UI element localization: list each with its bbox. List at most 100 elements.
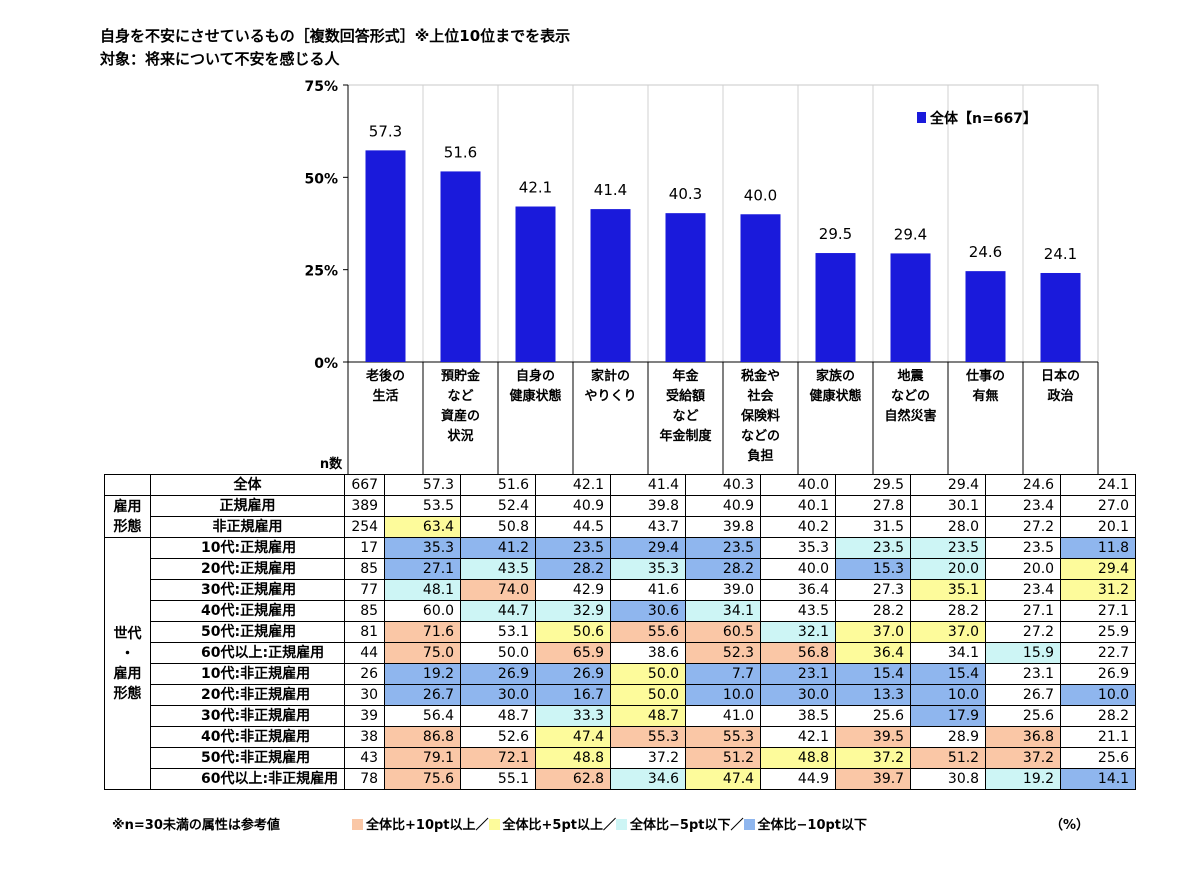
table-cell: 40.0 [760, 558, 837, 580]
table-cell: 27.2 [985, 516, 1062, 538]
table-cell: 55.3 [685, 726, 762, 748]
row-n: 77 [344, 579, 386, 601]
table-cell: 23.5 [535, 537, 612, 559]
table-cell: 28.9 [910, 726, 987, 748]
category-label: 仕事の有無 [965, 368, 1005, 404]
page-subtitle: 対象：将来について不安を感じる人 [100, 50, 340, 68]
table-cell: 24.6 [985, 474, 1062, 496]
row-n: 44 [344, 642, 386, 664]
data-label: 42.1 [519, 179, 552, 197]
table-cell: 56.4 [384, 705, 462, 727]
row-n: 39 [344, 705, 386, 727]
table-cell: 50.0 [610, 663, 687, 685]
row-n: 667 [344, 474, 386, 496]
table-row: 60代以上:正規雇用 44 75.0 50.0 65.9 38.6 52.3 56.8 36.4… [105, 642, 1137, 664]
category-label: 税金や社会保険料などの負担 [740, 368, 780, 464]
y-tick-label: 0% [314, 356, 338, 372]
table-cell: 35.3 [760, 537, 837, 559]
table-cell: 31.2 [1060, 579, 1137, 601]
table-cell: 48.7 [610, 705, 687, 727]
table-row: 40代:非正規雇用 38 86.8 52.6 47.4 55.3 55.3 42.1 39.5 2… [105, 726, 1137, 748]
legend-minus10: 全体比−10pt以下 [757, 818, 868, 833]
table-row: 60代以上:非正規雇用 78 75.6 55.1 62.8 34.6 47.4 44.9 39.… [105, 768, 1137, 790]
y-tick-label: 25% [304, 264, 338, 280]
row-n: 43 [344, 747, 386, 769]
table-row: 20代:正規雇用 85 27.1 43.5 28.2 35.3 28.2 40.0 15.3 20… [105, 558, 1137, 580]
table-cell: 25.6 [1060, 747, 1137, 769]
legend-separator: ／ [730, 818, 744, 833]
table-cell: 48.8 [760, 747, 837, 769]
table-cell: 7.7 [685, 663, 762, 685]
table-cell: 30.0 [760, 684, 837, 706]
n-header: n数 [320, 456, 343, 472]
table-cell: 56.8 [760, 642, 837, 664]
table-cell: 51.2 [910, 747, 987, 769]
table-cell: 17.9 [910, 705, 987, 727]
bar [515, 206, 556, 362]
table-cell: 29.5 [835, 474, 912, 496]
table-cell: 37.2 [610, 747, 687, 769]
table-cell: 20.1 [1060, 516, 1137, 538]
table-cell: 50.0 [460, 642, 537, 664]
row-n: 85 [344, 600, 386, 622]
row-n: 38 [344, 726, 386, 748]
table-cell: 53.5 [384, 495, 462, 517]
table-cell: 39.7 [835, 768, 912, 790]
group-label [104, 474, 151, 496]
row-n: 389 [344, 495, 386, 517]
table-cell: 38.5 [760, 705, 837, 727]
table-cell: 27.1 [1060, 600, 1137, 622]
bar-chart: 0% 25% 50% 75% 57.3 51.6 42.1 41.4 40.3 40.0 29.5 2… [304, 79, 1099, 474]
table-cell: 20.0 [910, 558, 987, 580]
table-row: 10代:非正規雇用 26 19.2 26.9 26.9 50.0 7.7 23.1 15.4 15… [105, 663, 1137, 685]
table-row: 20代:非正規雇用 30 26.7 30.0 16.7 50.0 10.0 30.0 13.3 1… [105, 684, 1137, 706]
bar [815, 253, 856, 362]
table-cell: 40.1 [760, 495, 837, 517]
table-cell: 32.9 [535, 600, 612, 622]
table-cell: 62.8 [535, 768, 612, 790]
row-label: 20代:正規雇用 [149, 558, 346, 580]
table-cell: 35.1 [910, 579, 987, 601]
legend-swatch-minus10 [743, 819, 755, 830]
table-cell: 10.0 [1060, 684, 1137, 706]
row-n: 85 [344, 558, 386, 580]
category-label: 預貯金など資産の状況 [441, 368, 481, 444]
table-cell: 15.9 [985, 642, 1062, 664]
table-cell: 60.0 [384, 600, 462, 622]
table-cell: 23.1 [760, 663, 837, 685]
legend-swatch-minus5 [616, 819, 628, 830]
table-cell: 15.3 [835, 558, 912, 580]
table-cell: 30.0 [460, 684, 537, 706]
row-label: 30代:非正規雇用 [149, 705, 346, 727]
table-cell: 29.4 [1060, 558, 1137, 580]
table-cell: 41.0 [685, 705, 762, 727]
table-cell: 65.9 [535, 642, 612, 664]
table-cell: 43.7 [610, 516, 687, 538]
table-cell: 35.3 [610, 558, 687, 580]
table-cell: 42.1 [760, 726, 837, 748]
data-table: 全体 667 57.3 51.6 42.1 41.4 40.3 40.0 29.5 29.4 24.… [104, 474, 1137, 790]
table-cell: 36.8 [985, 726, 1062, 748]
table-cell: 55.3 [610, 726, 687, 748]
row-n: 26 [344, 663, 386, 685]
table-cell: 43.5 [760, 600, 837, 622]
row-n: 30 [344, 684, 386, 706]
table-cell: 30.6 [610, 600, 687, 622]
row-label: 非正規雇用 [149, 516, 346, 538]
table-cell: 37.0 [910, 621, 987, 643]
category-label: 地震などの自然災害 [884, 368, 936, 424]
row-label: 全体 [149, 474, 346, 496]
row-label: 40代:非正規雇用 [149, 726, 346, 748]
row-label: 60代以上:正規雇用 [149, 642, 346, 664]
data-label: 40.0 [744, 186, 777, 204]
table-cell: 34.1 [685, 600, 762, 622]
footnote: ※n=30未満の属性は参考値 [112, 818, 280, 833]
bar [365, 150, 406, 362]
bar [440, 171, 481, 362]
group-label: 世代・雇用 形態 [104, 537, 151, 790]
row-label: 40代:正規雇用 [149, 600, 346, 622]
table-cell: 42.9 [535, 579, 612, 601]
table-cell: 41.2 [460, 537, 537, 559]
table-cell: 40.9 [685, 495, 762, 517]
table-cell: 27.0 [1060, 495, 1137, 517]
